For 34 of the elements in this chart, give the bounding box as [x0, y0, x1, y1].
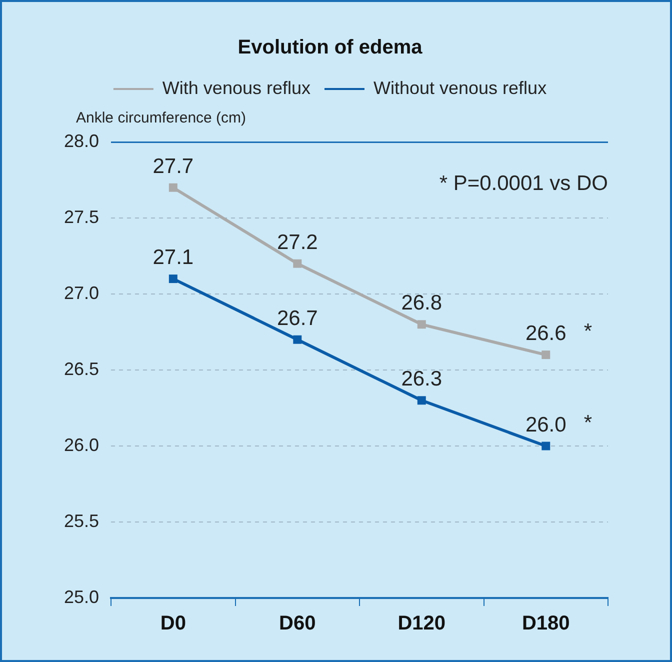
annotation: * — [584, 320, 592, 344]
legend-label: With venous reflux — [162, 78, 310, 98]
point — [417, 396, 426, 405]
data-label: 26.7 — [276, 306, 318, 330]
legend-label: Without venous reflux — [373, 78, 547, 98]
data-label: 27.2 — [276, 230, 318, 254]
data-label: 26.6 — [525, 322, 566, 346]
data-label: 26.8 — [401, 292, 442, 315]
y-tick-label: 26.0 — [64, 434, 100, 455]
point — [168, 183, 178, 192]
point — [293, 259, 302, 268]
y-axis-title: Ankle circumference (cm) — [76, 110, 246, 127]
data-label: 26.3 — [401, 368, 442, 391]
y-tick-label: 25.5 — [64, 510, 100, 531]
point — [293, 335, 302, 344]
x-tick-label: D0 — [160, 612, 186, 635]
point — [168, 274, 178, 284]
data-label: 27.7 — [152, 154, 194, 178]
chart-title: Evolution of edema — [238, 36, 424, 59]
y-tick-label: 27.0 — [64, 282, 100, 303]
data-label: 26.0 — [525, 413, 566, 436]
point — [417, 320, 426, 329]
y-tick-label: 25.0 — [64, 586, 100, 607]
x-tick-label: D120 — [398, 612, 446, 635]
data-label: 27.1 — [152, 246, 194, 270]
x-tick-label: D180 — [522, 612, 570, 635]
point — [542, 350, 550, 360]
x-tick-label: D60 — [279, 612, 316, 635]
y-tick-label: 26.5 — [64, 358, 100, 379]
annotation: * P=0.0001 vs DO — [439, 172, 608, 195]
annotation: * — [584, 411, 592, 434]
y-tick-label: 27.5 — [64, 206, 100, 227]
y-tick-label: 28.0 — [64, 130, 100, 151]
point — [542, 442, 550, 450]
